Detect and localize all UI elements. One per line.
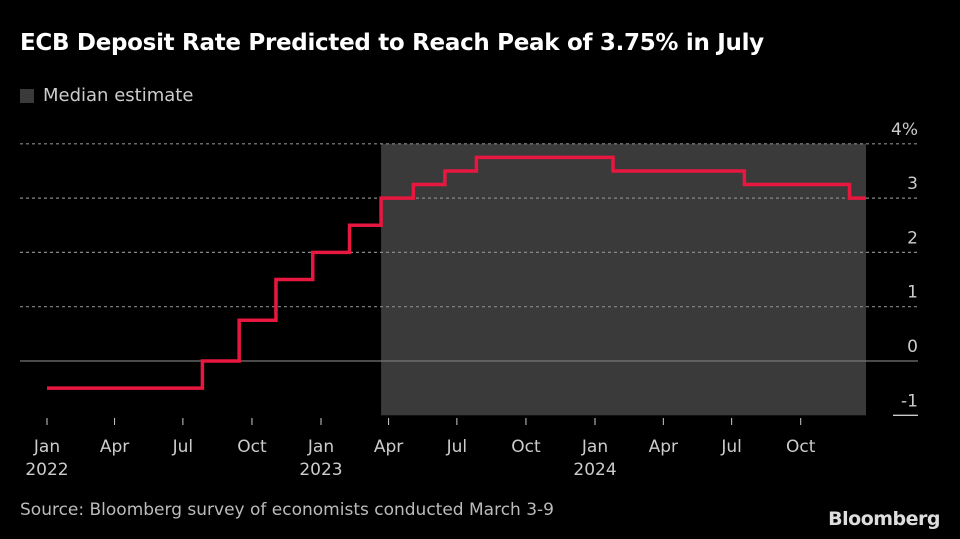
x-tick-label: Jan (307, 437, 334, 457)
x-tick-label: Oct (511, 437, 541, 457)
y-tick-label: 4% (891, 120, 918, 140)
x-tick-label: Oct (786, 437, 816, 457)
x-tick-label: Jan (581, 437, 608, 457)
x-tick-label: Jan (33, 437, 60, 457)
chart-title: ECB Deposit Rate Predicted to Reach Peak… (20, 30, 764, 56)
legend-label: Median estimate (43, 85, 194, 106)
x-tick-label: Oct (237, 437, 267, 457)
x-tick-label: Jul (720, 437, 742, 457)
y-tick-label: -1 (901, 391, 918, 411)
deposit-rate-line (47, 155, 866, 390)
x-year-label: 2024 (573, 460, 616, 480)
forecast-shaded-region (381, 143, 866, 416)
bloomberg-logo: Bloomberg (828, 508, 940, 530)
y-tick-label: 1 (907, 283, 918, 303)
x-year-label: 2023 (299, 460, 342, 480)
source-note: Source: Bloomberg survey of economists c… (20, 500, 554, 520)
y-tick-label: 3 (907, 174, 918, 194)
x-tick-label: Jul (446, 437, 468, 457)
x-tick-label: Apr (649, 437, 678, 457)
x-year-label: 2022 (25, 460, 68, 480)
y-tick-label: 0 (907, 337, 918, 357)
y-tick-label: 2 (907, 228, 918, 248)
legend-swatch (20, 88, 34, 103)
legend: Median estimate (20, 85, 193, 106)
x-tick-label: Jul (172, 437, 194, 457)
x-tick-label: Apr (100, 437, 129, 457)
x-tick-label: Apr (374, 437, 403, 457)
